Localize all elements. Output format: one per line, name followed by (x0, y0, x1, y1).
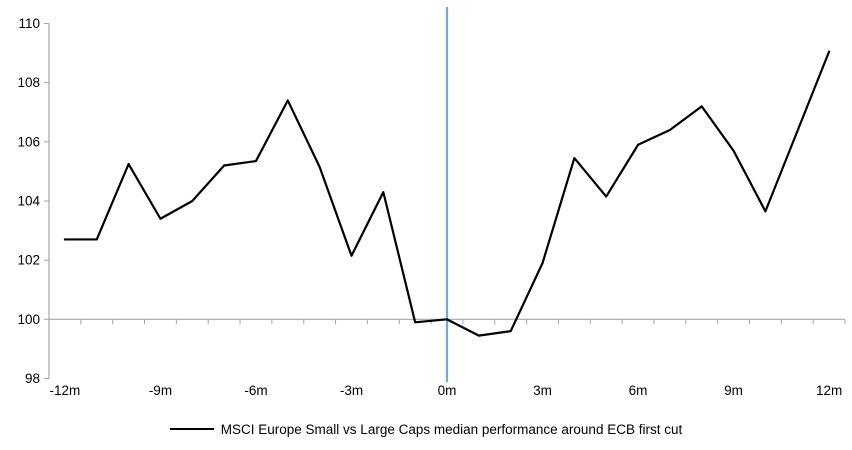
y-tick-label: 106 (17, 134, 40, 149)
line-chart: 98 100 102 104 106 108 110 -12m -9m -6m -3m 0m 3m 6m 9… (17, 7, 846, 398)
y-tick-label: 104 (17, 194, 40, 209)
y-tick-label: 102 (17, 253, 40, 268)
x-tick-label: -9m (149, 383, 172, 398)
y-tick-label: 100 (17, 312, 40, 327)
x-tick-label: -12m (50, 383, 81, 398)
x-tick-label: 6m (629, 383, 648, 398)
x-tick-label: 0m (438, 383, 457, 398)
series-line (63, 50, 831, 337)
y-tick-label: 110 (18, 16, 40, 31)
y-tick-label: 98 (25, 371, 40, 386)
x-tick-label: 12m (816, 383, 842, 398)
legend: MSCI Europe Small vs Large Caps median p… (0, 419, 852, 439)
x-tick-label: 3m (533, 383, 552, 398)
y-tick-label: 108 (17, 75, 40, 90)
x-tick-label: 9m (724, 383, 743, 398)
legend-line-sample (169, 428, 214, 430)
x-tick-label: -3m (340, 383, 363, 398)
x-tick-label: -6m (244, 383, 267, 398)
legend-label: MSCI Europe Small vs Large Caps median p… (220, 421, 683, 437)
